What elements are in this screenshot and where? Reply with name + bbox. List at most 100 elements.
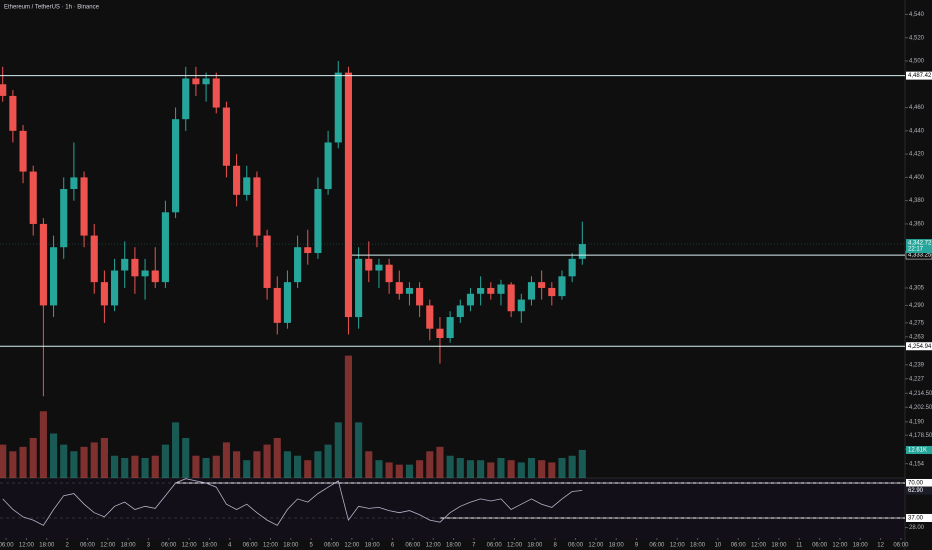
y-tick-label: 4,540 — [909, 12, 925, 18]
x-tick-label: 12:00 — [100, 543, 116, 549]
y-tick-label: 4,440 — [909, 128, 925, 134]
candle-body — [39, 223, 47, 306]
volume-bar — [161, 444, 169, 478]
volume-bar — [497, 457, 505, 478]
last-price-label: 4,342.72 — [908, 241, 932, 247]
x-tick-label: 18:00 — [609, 543, 625, 549]
candle-body — [19, 130, 27, 172]
volume-bar — [487, 462, 495, 478]
volume-bar — [578, 449, 586, 478]
volume-bar — [80, 446, 88, 478]
volume-bar — [29, 437, 37, 478]
volume-bar — [294, 455, 302, 478]
x-tick-label: 18:00 — [121, 543, 137, 549]
y-tick-label: 4,400 — [909, 175, 925, 181]
volume-bar — [111, 455, 119, 478]
candle-body — [222, 107, 230, 166]
y-tick-label: 4,520 — [909, 35, 925, 41]
y-tick-label: 4,275 — [909, 320, 925, 326]
x-tick-label: 6 — [391, 543, 395, 549]
candle-body — [202, 78, 210, 85]
x-tick-label: 06:00 — [324, 543, 340, 549]
candle-body — [487, 287, 495, 294]
volume-label: 12.61K — [908, 448, 927, 454]
x-tick-label: 12:00 — [344, 543, 360, 549]
candle-body — [344, 72, 353, 318]
candle-body — [90, 235, 98, 283]
y-tick-label: 4,420 — [909, 152, 925, 158]
x-tick-label: 06:00 — [731, 543, 747, 549]
x-tick-label: 12:00 — [426, 543, 442, 549]
candle-body — [314, 189, 322, 254]
candle-body — [375, 264, 383, 271]
x-tick-label: 18:00 — [771, 543, 787, 549]
volume-bar — [436, 446, 444, 478]
countdown: 22:17 — [908, 247, 924, 253]
volume-bar — [395, 464, 403, 478]
x-tick-label: 8 — [554, 543, 558, 549]
volume-bar — [304, 460, 312, 478]
candle-body — [192, 78, 200, 85]
y-tick-label: 4,190 — [909, 419, 925, 425]
x-tick-label: 18:00 — [202, 543, 218, 549]
x-tick-label: 12:00 — [588, 543, 604, 549]
x-tick-label: 12:00 — [19, 543, 35, 549]
candle-body — [49, 247, 58, 306]
candle-body — [9, 95, 17, 131]
volume-bar — [446, 455, 454, 478]
candle-body — [151, 270, 159, 283]
level-label: 4,333.25 — [908, 253, 932, 259]
candle-body — [0, 84, 7, 96]
volume-bar — [192, 455, 200, 478]
candle-body — [578, 244, 586, 259]
volume-bar — [273, 437, 281, 478]
volume-bar — [517, 462, 525, 478]
candle-body — [324, 142, 332, 190]
level-label-box — [906, 71, 932, 80]
candle-body — [283, 282, 291, 323]
candle-body — [355, 258, 363, 318]
candle-body — [507, 284, 515, 312]
candle-body — [243, 177, 251, 195]
candle-body — [182, 78, 190, 120]
x-tick-label: 4 — [228, 543, 232, 549]
rsi-level-label: 70.00 — [908, 481, 924, 487]
volume-bar — [385, 462, 393, 478]
rsi-level-label-box — [906, 478, 932, 487]
volume-bar — [60, 444, 68, 478]
x-tick-label: 7 — [472, 543, 476, 549]
last-price-box — [906, 239, 932, 254]
volume-bar — [70, 451, 78, 478]
candle-body — [416, 287, 424, 306]
x-tick-label: 18:00 — [446, 543, 462, 549]
candle-body — [385, 264, 393, 283]
volume-bar — [202, 457, 210, 478]
x-tick-label: 06:00 — [80, 543, 96, 549]
chart-title: Ethereum / TetherUS · 1h · Binance — [4, 5, 100, 11]
x-tick-label: 12:00 — [832, 543, 848, 549]
candle-body — [29, 171, 37, 224]
x-tick-label: 06:00 — [0, 543, 14, 549]
candle-body — [100, 282, 108, 306]
level-label: 4,254.94 — [908, 344, 932, 350]
volume-bar — [212, 455, 220, 478]
rsi-pane — [0, 478, 905, 540]
volume-bar — [334, 422, 342, 478]
candle-body — [558, 276, 566, 297]
candle-body — [477, 287, 485, 294]
x-tick-label: 12:00 — [263, 543, 279, 549]
volume-bar — [263, 444, 271, 478]
volume-bar — [121, 457, 129, 478]
candle-body — [161, 212, 169, 283]
volume-bar — [182, 437, 190, 478]
y-tick-label: 4,305 — [909, 286, 925, 292]
x-tick-label: 18:00 — [39, 543, 55, 549]
rsi-tick-label: 28.00 — [909, 525, 925, 531]
level-label-box — [906, 342, 932, 351]
candle-body — [60, 189, 68, 248]
volume-bar — [507, 460, 515, 478]
candle-body — [538, 282, 546, 288]
volume-bar — [283, 451, 291, 478]
x-tick-label: 18:00 — [283, 543, 299, 549]
